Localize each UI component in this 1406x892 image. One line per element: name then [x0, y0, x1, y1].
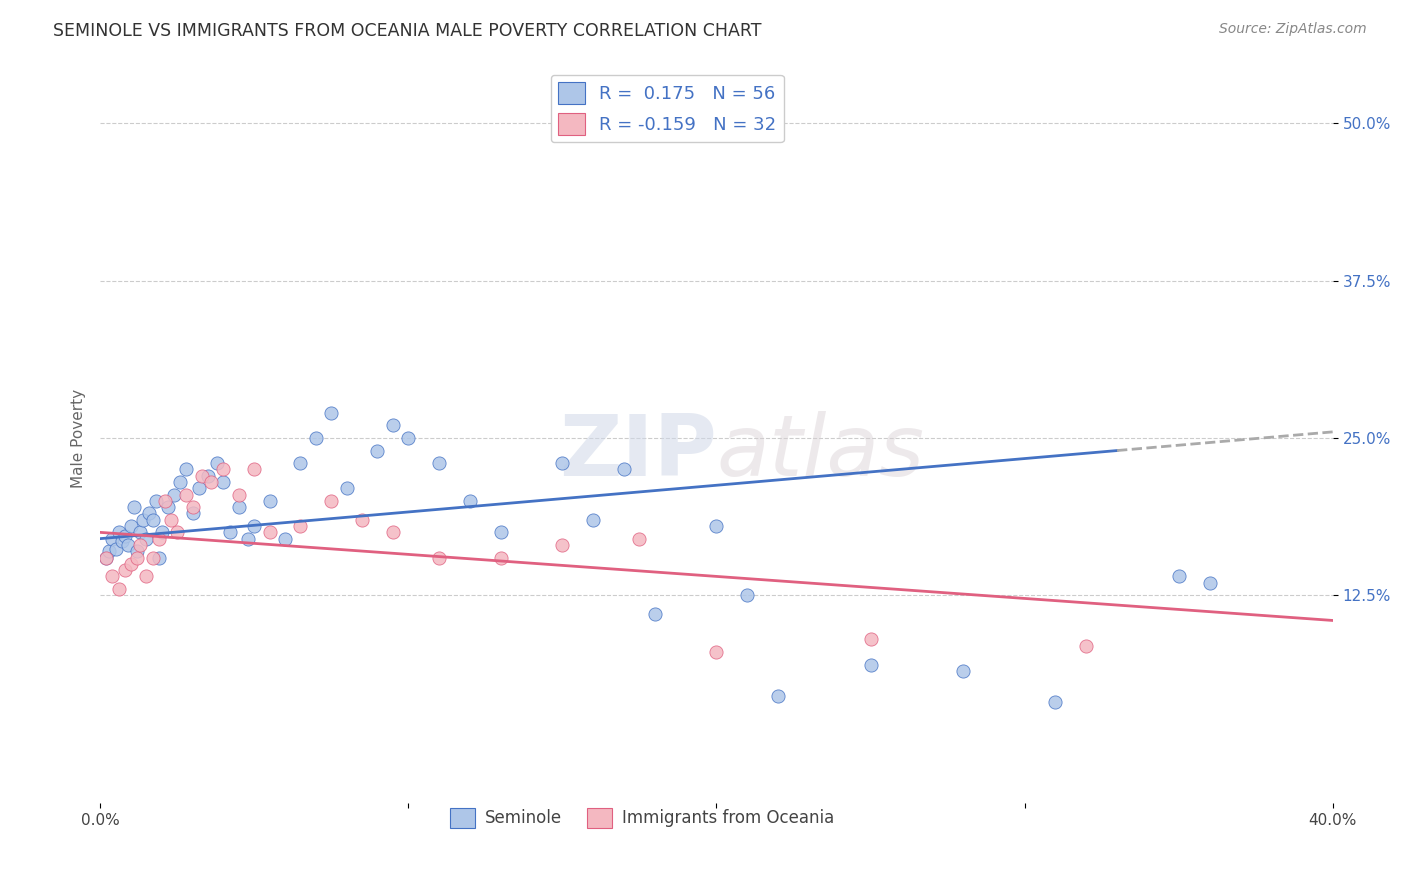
Point	[243, 462, 266, 476]
Point	[321, 494, 343, 508]
Point	[104, 541, 127, 556]
Point	[352, 513, 374, 527]
Point	[236, 532, 259, 546]
Point	[396, 431, 419, 445]
Point	[489, 550, 512, 565]
Point	[336, 481, 359, 495]
Point	[290, 519, 312, 533]
Point	[613, 462, 636, 476]
Point	[141, 550, 163, 565]
Point	[129, 525, 152, 540]
Text: SEMINOLE VS IMMIGRANTS FROM OCEANIA MALE POVERTY CORRELATION CHART: SEMINOLE VS IMMIGRANTS FROM OCEANIA MALE…	[53, 22, 762, 40]
Point	[218, 525, 240, 540]
Point	[107, 525, 129, 540]
Point	[427, 550, 450, 565]
Point	[101, 532, 124, 546]
Point	[551, 538, 574, 552]
Point	[169, 475, 191, 489]
Point	[187, 481, 209, 495]
Point	[138, 507, 160, 521]
Point	[1045, 695, 1067, 709]
Point	[766, 689, 789, 703]
Point	[952, 664, 974, 678]
Point	[274, 532, 297, 546]
Point	[129, 538, 152, 552]
Point	[305, 431, 328, 445]
Point	[706, 519, 728, 533]
Point	[207, 456, 229, 470]
Point	[132, 513, 155, 527]
Point	[228, 487, 250, 501]
Point	[135, 532, 157, 546]
Point	[114, 563, 136, 577]
Point	[212, 462, 235, 476]
Point	[181, 500, 204, 515]
Point	[111, 534, 134, 549]
Point	[191, 468, 214, 483]
Point	[259, 494, 281, 508]
Point	[176, 487, 198, 501]
Point	[145, 494, 167, 508]
Point	[120, 557, 142, 571]
Point	[96, 550, 118, 565]
Point	[127, 550, 149, 565]
Point	[259, 525, 281, 540]
Text: ZIP: ZIP	[558, 411, 717, 494]
Point	[150, 525, 173, 540]
Point	[117, 538, 139, 552]
Point	[122, 500, 145, 515]
Point	[1198, 575, 1220, 590]
Point	[1167, 569, 1189, 583]
Text: Source: ZipAtlas.com: Source: ZipAtlas.com	[1219, 22, 1367, 37]
Point	[381, 418, 404, 433]
Point	[141, 513, 163, 527]
Point	[859, 632, 882, 647]
Point	[101, 569, 124, 583]
Point	[153, 494, 176, 508]
Point	[321, 406, 343, 420]
Point	[644, 607, 666, 622]
Point	[458, 494, 481, 508]
Point	[166, 525, 188, 540]
Point	[127, 544, 149, 558]
Point	[98, 544, 121, 558]
Text: atlas: atlas	[717, 411, 925, 494]
Point	[628, 532, 651, 546]
Point	[120, 519, 142, 533]
Point	[135, 569, 157, 583]
Point	[114, 529, 136, 543]
Point	[859, 657, 882, 672]
Point	[228, 500, 250, 515]
Point	[96, 550, 118, 565]
Y-axis label: Male Poverty: Male Poverty	[72, 388, 86, 488]
Point	[366, 443, 388, 458]
Point	[163, 487, 186, 501]
Point	[200, 475, 222, 489]
Point	[706, 645, 728, 659]
Point	[290, 456, 312, 470]
Point	[381, 525, 404, 540]
Point	[489, 525, 512, 540]
Point	[212, 475, 235, 489]
Point	[427, 456, 450, 470]
Point	[551, 456, 574, 470]
Point	[735, 588, 758, 602]
Point	[243, 519, 266, 533]
Point	[107, 582, 129, 596]
Point	[1076, 639, 1098, 653]
Point	[156, 500, 179, 515]
Point	[582, 513, 605, 527]
Point	[176, 462, 198, 476]
Point	[181, 507, 204, 521]
Point	[148, 550, 170, 565]
Point	[160, 513, 183, 527]
Point	[148, 532, 170, 546]
Point	[197, 468, 219, 483]
Legend: Seminole, Immigrants from Oceania: Seminole, Immigrants from Oceania	[444, 801, 841, 835]
